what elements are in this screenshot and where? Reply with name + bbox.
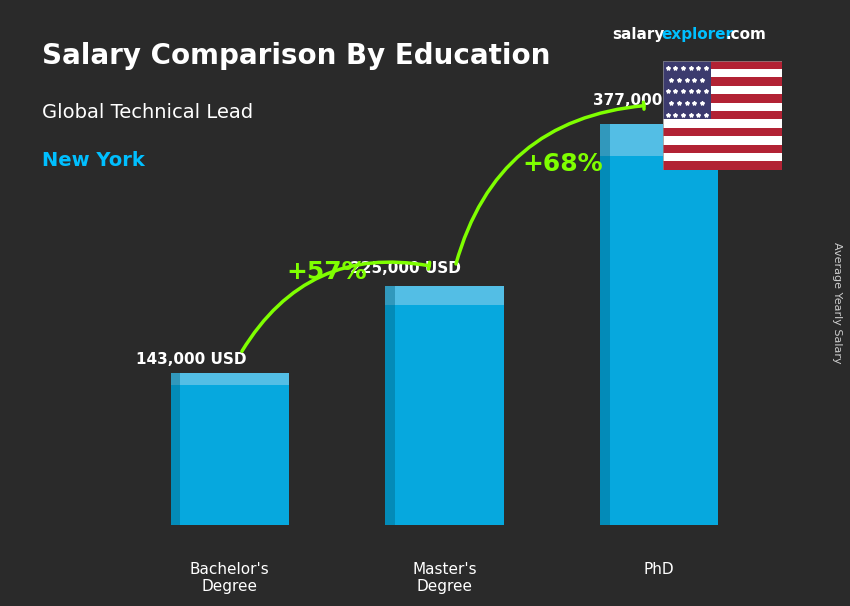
Text: 377,000 USD: 377,000 USD xyxy=(593,93,704,108)
Text: New York: New York xyxy=(42,152,145,170)
Bar xyxy=(663,119,782,128)
Bar xyxy=(663,128,782,136)
Text: salary: salary xyxy=(612,27,665,42)
Text: Bachelor's
Degree: Bachelor's Degree xyxy=(190,562,269,594)
FancyBboxPatch shape xyxy=(171,373,289,385)
Text: Average Yearly Salary: Average Yearly Salary xyxy=(832,242,842,364)
Bar xyxy=(663,102,782,111)
Bar xyxy=(663,94,782,102)
Text: +68%: +68% xyxy=(522,152,603,176)
FancyBboxPatch shape xyxy=(385,285,503,525)
Text: PhD: PhD xyxy=(644,562,675,577)
FancyBboxPatch shape xyxy=(385,285,395,525)
Text: 143,000 USD: 143,000 USD xyxy=(136,351,246,367)
Bar xyxy=(663,136,782,144)
Text: Master's
Degree: Master's Degree xyxy=(412,562,477,594)
Bar xyxy=(663,61,782,69)
FancyBboxPatch shape xyxy=(600,124,718,525)
Bar xyxy=(663,86,782,94)
Text: explorer: explorer xyxy=(661,27,734,42)
Bar xyxy=(663,69,782,78)
Text: Salary Comparison By Education: Salary Comparison By Education xyxy=(42,42,551,70)
FancyBboxPatch shape xyxy=(600,124,609,525)
Bar xyxy=(663,144,782,153)
Bar xyxy=(663,153,782,161)
FancyBboxPatch shape xyxy=(600,124,718,156)
FancyBboxPatch shape xyxy=(171,373,180,525)
Bar xyxy=(663,78,782,86)
Text: 225,000 USD: 225,000 USD xyxy=(350,261,462,276)
Bar xyxy=(663,111,782,119)
Bar xyxy=(663,161,782,170)
Text: +57%: +57% xyxy=(286,260,366,284)
Text: .com: .com xyxy=(726,27,767,42)
FancyBboxPatch shape xyxy=(171,373,289,525)
Bar xyxy=(663,61,711,119)
Text: Global Technical Lead: Global Technical Lead xyxy=(42,103,253,122)
FancyBboxPatch shape xyxy=(385,285,503,305)
